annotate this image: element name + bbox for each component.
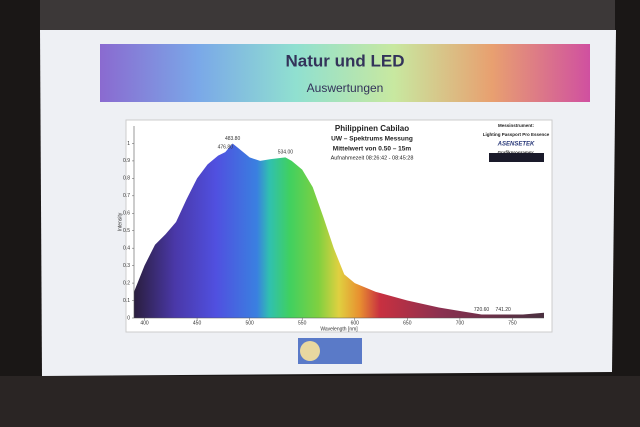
peak-label: 741.20	[496, 307, 512, 313]
instrument-text: Grafikprogramm:	[498, 150, 535, 155]
x-tick-label: 750	[508, 320, 517, 326]
instrument-text: Messinstrument:	[498, 123, 535, 128]
chart-note: Aufnahmezeit 08:26:42 - 08:45:28	[331, 155, 414, 161]
y-tick-label: 0.5	[123, 228, 130, 234]
y-axis-label: Intensity	[117, 212, 123, 231]
instrument-text: Lighting Passport Pro Essence	[483, 132, 550, 137]
x-tick-label: 400	[140, 320, 149, 326]
slide-subtitle: Auswertungen	[307, 81, 384, 95]
logo-emblem	[300, 341, 320, 361]
x-tick-label: 700	[456, 320, 465, 326]
y-tick-label: 0.7	[123, 193, 130, 199]
x-tick-label: 450	[193, 320, 202, 326]
x-tick-label: 500	[245, 320, 254, 326]
y-tick-label: 0.4	[123, 246, 130, 252]
slide-title: Natur und LED	[286, 51, 405, 70]
y-tick-label: 0.1	[123, 298, 130, 304]
banner	[100, 44, 590, 102]
y-tick-label: 0	[127, 315, 130, 321]
x-tick-label: 650	[403, 320, 412, 326]
spectrum-area	[134, 143, 544, 318]
chart-title: Philippinen Cabilao	[335, 124, 409, 133]
peak-label: 476.80	[218, 145, 234, 151]
y-tick-label: 0.9	[123, 158, 130, 164]
y-tick-label: 0.6	[123, 211, 130, 217]
x-tick-label: 550	[298, 320, 307, 326]
chart-subtitle: UW – Spektrums Messung	[331, 136, 413, 143]
instrument-text: ASENSETEK	[497, 142, 535, 148]
y-tick-label: 0.3	[123, 263, 130, 269]
floor	[0, 376, 640, 427]
y-tick-label: 0.8	[123, 176, 130, 182]
chart: 0 0.1 0.2 0.3 0.4 0.5 0.6 0.7 0.8 0.9 1 400 450 500 55…	[117, 123, 549, 332]
program-logo	[489, 153, 544, 162]
y-tick-label: 0.2	[123, 280, 130, 286]
peak-label: 483.80	[225, 136, 241, 142]
wall	[40, 0, 615, 30]
x-tick-label: 600	[351, 320, 360, 326]
peak-label: 534.00	[278, 150, 294, 156]
y-tick-label: 1	[127, 141, 130, 147]
x-axis-label: Wavelength [nm]	[320, 326, 358, 332]
peak-label: 720.60	[474, 307, 490, 313]
chart-note: Mittelwert von 0.50 – 15m	[333, 146, 412, 153]
